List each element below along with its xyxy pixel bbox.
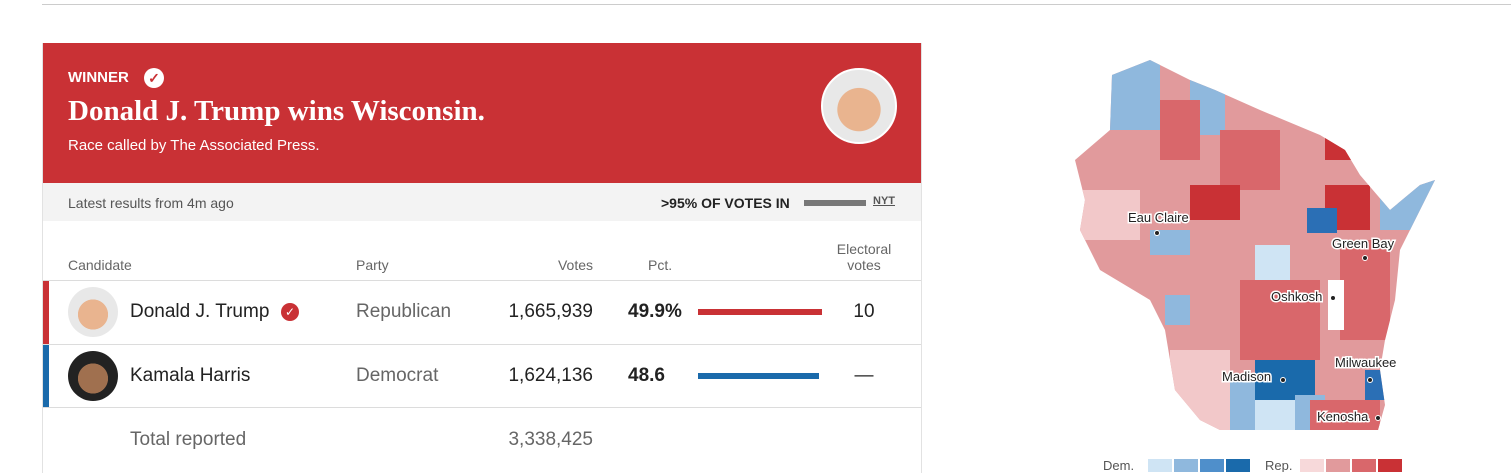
- headline: Donald J. Trump wins Wisconsin.: [68, 95, 485, 127]
- check-icon: ✓: [144, 68, 164, 88]
- candidate-photo: [68, 351, 118, 401]
- cities: Eau Claire Green Bay Oshkosh Madison Milwauk…: [1127, 209, 1398, 426]
- total-row: Total reported 3,338,425: [43, 407, 921, 474]
- total-votes: 3,338,425: [508, 429, 593, 450]
- city-label: Kenosha: [1317, 409, 1369, 424]
- status-bar: Latest results from 4m ago >95% OF VOTES…: [43, 183, 921, 221]
- legend-label: Dem.: [1103, 458, 1134, 472]
- legend-swatch: [1200, 459, 1224, 472]
- city-dot: [1280, 377, 1286, 383]
- party: Republican: [356, 301, 452, 322]
- electoral: —: [854, 365, 874, 386]
- pct-bar: [698, 373, 819, 379]
- header-party: Party: [356, 257, 389, 273]
- votes: 1,624,136: [508, 365, 593, 386]
- city-label: Oshkosh: [1271, 289, 1322, 304]
- reporting-bar: [804, 200, 866, 206]
- winner-check: ✓: [281, 303, 299, 321]
- party-stripe: [43, 345, 49, 408]
- winner-label: WINNER: [68, 69, 129, 86]
- top-rule: [42, 4, 1511, 5]
- legend-swatch: [1300, 459, 1324, 472]
- candidate-name: Kamala Harris: [130, 365, 251, 386]
- legend-label: Rep.: [1265, 458, 1292, 472]
- legend-swatch: [1226, 459, 1250, 472]
- total-label: Total reported: [130, 429, 247, 450]
- subline: Race called by The Associated Press.: [68, 137, 320, 154]
- legend-swatch: [1352, 459, 1376, 472]
- source[interactable]: NYT: [873, 195, 895, 207]
- candidate-row: Kamala Harris Democrat 1,624,136 48.6 —: [43, 344, 921, 408]
- header-electoral: Electoral votes: [836, 241, 892, 273]
- results-card: WINNER ✓ Donald J. Trump wins Wisconsin.…: [42, 43, 922, 473]
- reporting: >95% OF VOTES IN: [661, 195, 790, 211]
- candidate-name: Donald J. Trump: [130, 301, 270, 322]
- county-map: Eau Claire Green Bay Oshkosh Madison Milwauk…: [1075, 60, 1435, 472]
- electoral: 10: [853, 301, 875, 322]
- header-candidate: Candidate: [68, 257, 132, 273]
- pct-bar: [698, 309, 822, 315]
- votes: 1,665,939: [508, 301, 593, 322]
- header-pct: Pct.: [648, 257, 673, 273]
- winner-photo: [821, 68, 897, 144]
- party: Democrat: [356, 365, 439, 386]
- city-label: Milwaukee: [1335, 355, 1396, 370]
- city-label: Madison: [1222, 369, 1271, 384]
- legend-swatch: [1174, 459, 1198, 472]
- pct: 49.9%: [628, 301, 682, 322]
- candidate-photo: [68, 287, 118, 337]
- pct: 48.6: [628, 365, 665, 386]
- city-dot: [1330, 295, 1336, 301]
- city-label: Eau Claire: [1128, 210, 1189, 225]
- header-votes: Votes: [557, 257, 593, 273]
- city-dot: [1375, 415, 1381, 421]
- city-dot: [1362, 255, 1368, 261]
- legend-swatch: [1326, 459, 1350, 472]
- legend: Dem. Rep.: [1103, 458, 1402, 472]
- winner-banner: WINNER ✓ Donald J. Trump wins Wisconsin.…: [43, 43, 921, 183]
- legend-swatch: [1148, 459, 1172, 472]
- city-dot: [1154, 230, 1160, 236]
- city-label: Green Bay: [1332, 236, 1395, 251]
- updated: Latest results from 4m ago: [68, 195, 234, 211]
- candidate-row: Donald J. Trump ✓ Republican 1,665,939 49.9%…: [43, 280, 921, 344]
- party-stripe: [43, 281, 49, 344]
- legend-swatch: [1378, 459, 1402, 472]
- city-dot: [1367, 377, 1373, 383]
